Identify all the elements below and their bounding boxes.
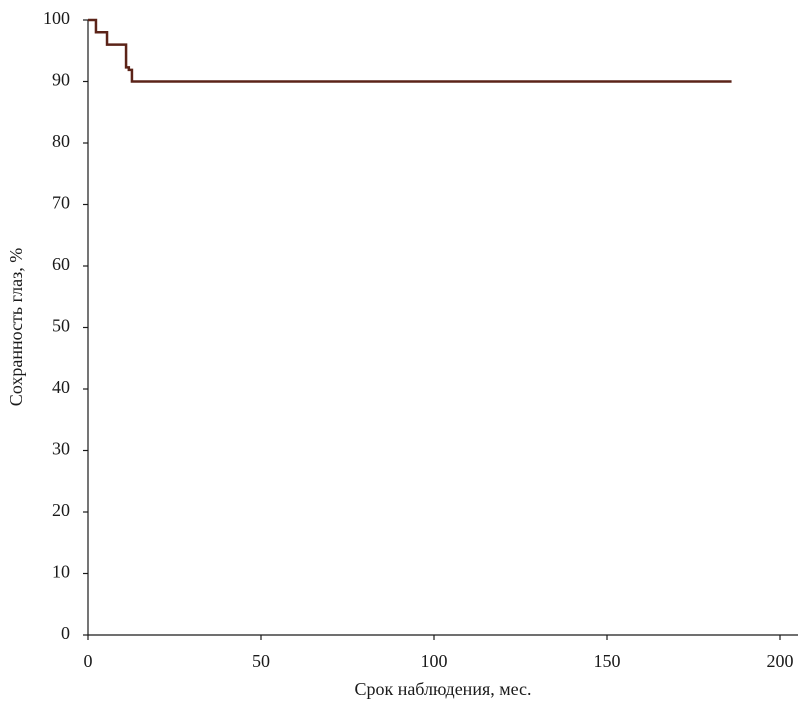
x-tick-label: 150 — [594, 651, 621, 671]
x-axis-label: Срок наблюдения, мес. — [354, 679, 531, 699]
y-tick-label: 70 — [52, 193, 70, 213]
y-tick-label: 80 — [52, 131, 70, 151]
y-tick-label: 50 — [52, 316, 70, 336]
x-tick-label: 100 — [421, 651, 448, 671]
survival-line — [88, 18, 732, 83]
y-tick-label: 10 — [52, 562, 70, 582]
y-tick-label: 30 — [52, 439, 70, 459]
y-tick-label: 60 — [52, 254, 70, 274]
y-tick-label: 100 — [43, 8, 70, 28]
x-tick-label: 0 — [84, 651, 93, 671]
y-tick-label: 20 — [52, 500, 70, 520]
y-axis-label: Сохранность глаз, % — [6, 248, 26, 406]
y-tick-label: 40 — [52, 377, 70, 397]
y-tick-label: 0 — [61, 623, 70, 643]
y-tick-label: 90 — [52, 70, 70, 90]
x-tick-label: 50 — [252, 651, 270, 671]
x-tick-label: 200 — [767, 651, 794, 671]
